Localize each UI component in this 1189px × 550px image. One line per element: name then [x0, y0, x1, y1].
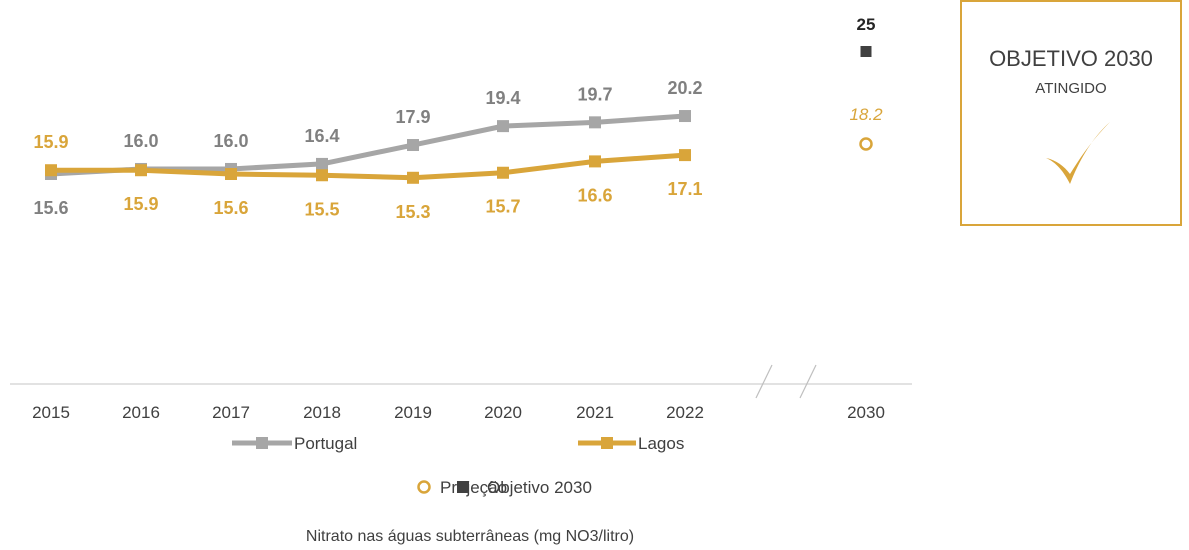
data-label-portugal: 16.4 — [304, 126, 339, 146]
data-label-lagos: 15.7 — [485, 197, 520, 217]
data-label-portugal: 16.0 — [123, 131, 158, 151]
data-label-lagos: 15.5 — [304, 199, 339, 219]
badge-title: OBJETIVO 2030 — [989, 46, 1153, 71]
data-label-portugal: 19.7 — [577, 84, 612, 104]
data-point-lagos — [316, 169, 328, 182]
projection-label: 18.2 — [849, 105, 883, 124]
x-tick-label: 2030 — [847, 403, 885, 422]
data-label-lagos: 15.6 — [213, 198, 248, 218]
data-label-portugal: 15.6 — [33, 198, 68, 218]
x-tick-label: 2017 — [212, 403, 250, 422]
x-tick-label: 2018 — [303, 403, 341, 422]
x-tick-label: 2015 — [32, 403, 70, 422]
series-line-lagos — [51, 152, 686, 181]
data-point-lagos — [45, 164, 57, 177]
legend-marker-target — [457, 481, 469, 493]
data-point-portugal — [497, 120, 509, 133]
legend-marker-projection — [417, 480, 431, 494]
data-point-lagos — [135, 164, 147, 177]
chart-subtitle: Nitrato nas águas subterrâneas (mg NO3/l… — [305, 528, 635, 545]
x-tick-label: 2022 — [666, 403, 704, 422]
data-label-lagos: 15.9 — [33, 132, 68, 152]
data-point-portugal — [316, 157, 328, 170]
x-tick-label: 2021 — [576, 403, 614, 422]
axis-break-left — [755, 364, 773, 399]
data-point-portugal — [589, 116, 601, 129]
data-point-lagos — [225, 168, 237, 180]
x-tick-label: 2020 — [484, 403, 522, 422]
data-point-portugal — [407, 139, 419, 152]
data-label-portugal: 20.2 — [667, 78, 702, 98]
axis-break-right — [799, 364, 817, 399]
data-point-lagos — [679, 149, 691, 162]
x-tick-label: 2019 — [394, 403, 432, 422]
legend-marker-lagos — [601, 437, 613, 449]
data-point-lagos — [497, 166, 509, 179]
data-point-lagos — [589, 155, 601, 168]
data-label-lagos: 15.9 — [123, 194, 158, 214]
legend-marker-portugal — [256, 437, 268, 449]
objective-badge: OBJETIVO 2030 ATINGIDO — [960, 0, 1182, 226]
badge-subtitle: ATINGIDO — [1035, 80, 1107, 97]
x-tick-label: 2016 — [122, 403, 160, 422]
data-label-lagos: 17.1 — [667, 179, 702, 199]
data-point-lagos — [407, 171, 419, 184]
data-label-lagos: 15.3 — [395, 202, 430, 222]
data-label-lagos: 16.6 — [577, 185, 612, 205]
legend-label-target: Objetivo 2030 — [487, 478, 592, 497]
line-chart: 2015 2016 2017 2018 2019 2020 2021 2022 2030 15.… — [10, 15, 912, 497]
data-label-portugal: 16.0 — [213, 131, 248, 151]
legend-label-lagos: Lagos — [638, 434, 684, 453]
checkmark-icon — [1046, 122, 1110, 184]
projection-marker — [859, 137, 873, 151]
data-label-portugal: 19.4 — [485, 88, 520, 108]
target-marker — [860, 46, 872, 57]
legend-label-projection: Projeção — [440, 478, 507, 497]
data-label-portugal: 17.9 — [395, 107, 430, 127]
target-label: 25 — [857, 15, 876, 34]
data-point-portugal — [679, 110, 691, 123]
legend-label-portugal: Portugal — [294, 434, 357, 453]
